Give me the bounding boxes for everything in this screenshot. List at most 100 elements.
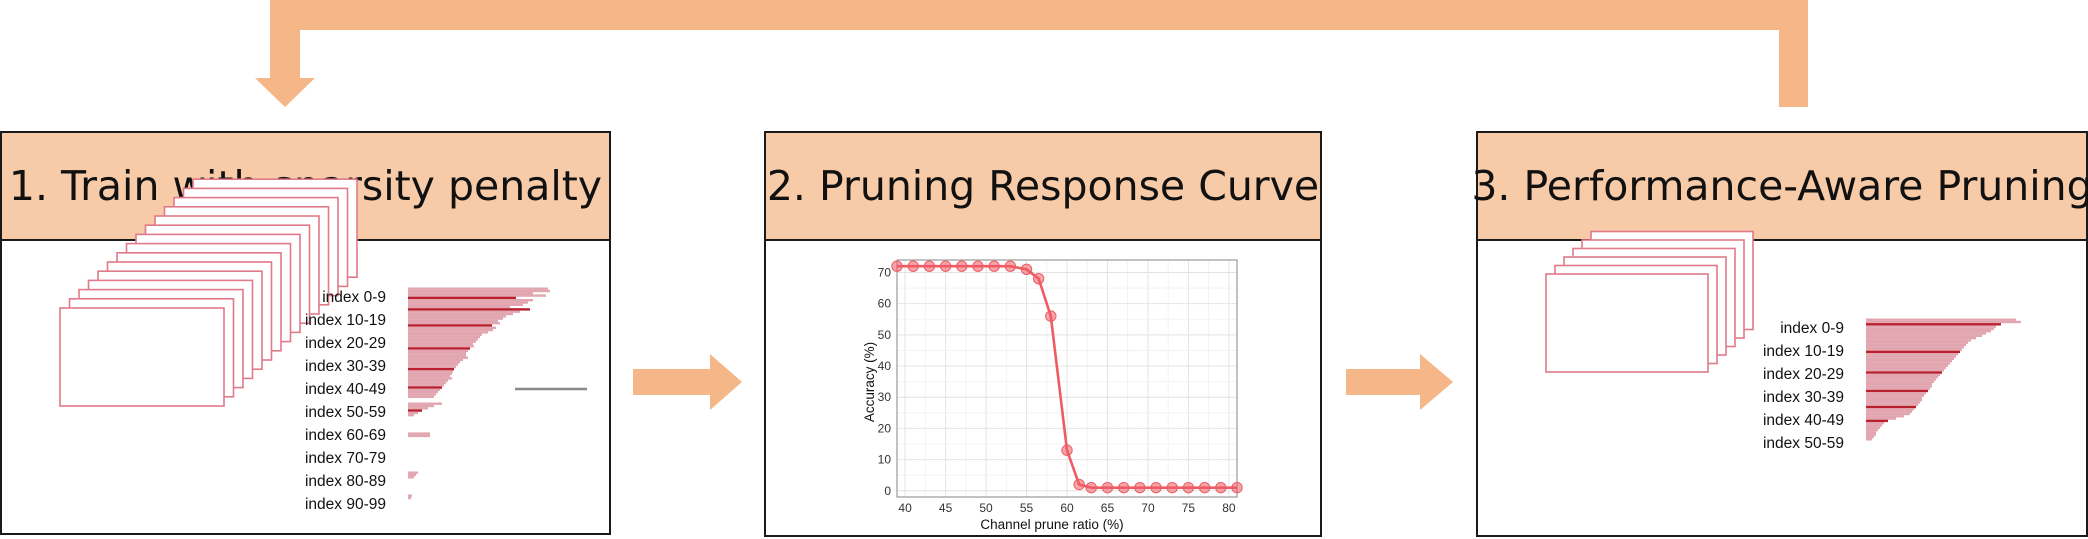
data-point: [1032, 273, 1045, 285]
magnitude-bar: [1866, 412, 1910, 416]
magnitude-bar: [1866, 362, 1950, 365]
chart-grid: [897, 260, 1237, 497]
index-label: index 30-39: [305, 358, 386, 375]
magnitude-bar: [408, 345, 474, 348]
magnitude-bar: [1866, 318, 2016, 321]
x-tick-label: 75: [1182, 501, 1196, 515]
magnitude-bar: [408, 287, 548, 290]
data-point: [923, 260, 936, 272]
magnitude-bar: [408, 301, 528, 304]
index-label: index 60-69: [305, 427, 386, 444]
magnitude-bar: [408, 365, 456, 369]
magnitude-bar: [1866, 320, 2021, 324]
magnitude-bar: [1866, 405, 1916, 409]
magnitude-bar: [1866, 330, 1991, 333]
magnitude-bar: [1866, 353, 1958, 356]
magnitude-bar: [408, 303, 523, 306]
magnitude-bar: [1866, 366, 1946, 370]
data-point: [1073, 478, 1085, 491]
magnitude-bar: [408, 322, 500, 325]
magnitude-bar: [408, 340, 476, 343]
x-tick-label: 80: [1222, 501, 1236, 515]
magnitude-bar: [408, 434, 430, 438]
magnitude-bar: [408, 386, 442, 389]
y-tick-label: 0: [884, 484, 891, 498]
magnitude-bar: [408, 312, 513, 316]
magnitude-bar: [408, 471, 418, 474]
magnitude-bar: [1866, 325, 1996, 328]
data-point: [1004, 260, 1017, 272]
magnitude-bar: [1866, 401, 1920, 404]
magnitude-bar: [408, 342, 473, 346]
magnitude-bar: [408, 310, 520, 313]
index-label: index 70-79: [305, 450, 386, 467]
magnitude-bar: [1866, 392, 1926, 395]
x-tick-label: 45: [939, 501, 953, 515]
pruning-response-chart: 40 45 50 55 60 65 70 75 80 0 10 20 30 40 50 60 70 Chann…: [862, 259, 1243, 532]
magnitude-bar: [408, 414, 414, 417]
magnitude-bar: [1866, 348, 1962, 351]
magnitude-bar: [408, 379, 448, 382]
index-label: index 40-49: [1763, 412, 1844, 429]
x-tick-labels: 40 45 50 55 60 65 70 75 80: [898, 501, 1235, 515]
magnitude-bar: [1866, 341, 1968, 344]
magnitude-bar: [1866, 336, 1976, 340]
magnitude-bar: [408, 374, 450, 378]
data-point: [1020, 263, 1033, 276]
index-labels: index 0-9 index 10-19 index 20-29 index 30-…: [305, 289, 386, 513]
magnitude-bar: [408, 411, 418, 415]
arrow-right-icon: [633, 354, 742, 410]
magnitude-bar: [1866, 408, 1914, 411]
index-label: index 0-9: [1780, 320, 1844, 337]
data-point: [1150, 481, 1162, 494]
magnitude-bar: [408, 368, 454, 371]
index-label: index 0-9: [322, 289, 386, 306]
magnitude-bar: [408, 388, 440, 392]
data-point: [907, 260, 919, 272]
panel-pruning-response: 2. Pruning Response Curve 40 45 50 55 60 65 70…: [764, 131, 1322, 537]
magnitude-bar: [408, 384, 444, 387]
magnitude-bar: [1866, 399, 1922, 402]
magnitude-bar: [1866, 438, 1872, 441]
data-point: [891, 260, 903, 272]
data-point: [1085, 481, 1097, 494]
data-point: [939, 260, 952, 272]
magnitude-bar: [408, 476, 414, 479]
data-point: [1117, 481, 1130, 494]
magnitude-bar: [408, 289, 550, 293]
magnitude-bar: [1866, 332, 1986, 335]
channel-magnitude-bars: [1866, 318, 2021, 441]
feature-map-card: [1545, 273, 1709, 373]
index-label: index 20-29: [1763, 366, 1844, 383]
data-point: [1101, 481, 1114, 494]
magnitude-bar: [1866, 431, 1876, 434]
magnitude-bar: [408, 361, 460, 364]
feedback-arrow-body: [255, 0, 1808, 107]
magnitude-bar: [408, 356, 468, 359]
y-tick-labels: 0 10 20 30 40 50 60 70: [878, 265, 892, 497]
magnitude-bar: [1866, 424, 1882, 427]
index-labels: index 0-9 index 10-19 index 20-29 index 30-…: [1763, 320, 1844, 452]
index-label: index 10-19: [305, 312, 386, 329]
y-tick-label: 70: [878, 265, 892, 279]
magnitude-bar: [1866, 428, 1878, 432]
magnitude-bar: [408, 338, 478, 341]
magnitude-bar: [408, 393, 436, 396]
y-axis-title: Accuracy (%): [862, 342, 877, 422]
magnitude-bar: [1866, 396, 1922, 400]
panel-train-sparsity: 1. Train with sparsity penalty index 0-9…: [0, 131, 611, 535]
magnitude-bar: [408, 363, 458, 366]
magnitude-bar: [408, 494, 412, 497]
magnitude-bar: [408, 315, 506, 318]
magnitude-bar: [408, 349, 468, 352]
y-tick-label: 50: [878, 328, 892, 342]
x-tick-label: 60: [1060, 501, 1074, 515]
magnitude-bar: [408, 496, 411, 500]
index-label: index 50-59: [1763, 435, 1844, 452]
arrow-right-icon: [1346, 354, 1453, 410]
magnitude-bar: [1866, 346, 1964, 349]
magnitude-bar: [408, 432, 430, 435]
magnitude-bar: [1866, 382, 1932, 386]
magnitude-bar: [1866, 369, 1944, 372]
